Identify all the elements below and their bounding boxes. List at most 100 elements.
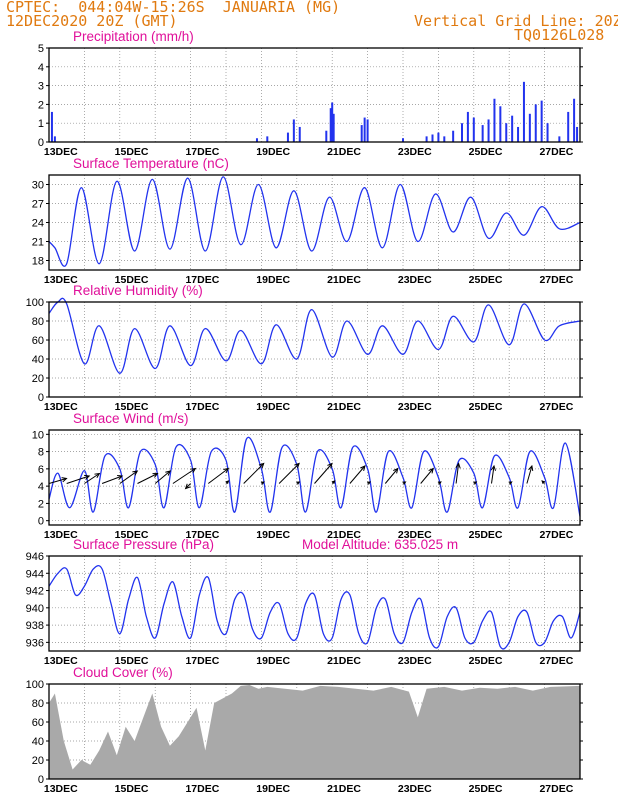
y-tick-label: 60 [32,335,44,347]
precip-bar [573,98,576,142]
x-tick-label: 23DEC [398,146,432,158]
panel-title-temp: Surface Temperature (nC) [73,156,229,171]
x-tick-label: 27DEC [539,655,573,667]
x-tick-label: 15DEC [115,274,149,286]
wind-arrow [101,475,123,484]
x-tick-label: 17DEC [185,529,219,541]
panel-frame [48,301,581,398]
x-tick-label: 17DEC [185,783,219,795]
wind-arrow [278,463,300,484]
y-tick-label: 6 [38,464,44,476]
x-tick-label: 23DEC [398,783,432,795]
x-tick-label: 21DEC [327,783,361,795]
y-tick-label: 936 [26,637,44,649]
x-tick-label: 21DEC [327,146,361,158]
precip-bar [505,123,508,142]
x-tick-label: 25DEC [469,529,503,541]
x-tick-label: 13DEC [44,146,78,158]
wind-arrowhead [393,467,399,474]
wind-arrow [66,475,90,484]
wind-arrowhead [117,475,124,480]
wind-arrow [314,463,333,484]
precip-bar [443,136,446,142]
x-tick-label: 21DEC [327,274,361,286]
panel-title-precip: Precipitation (mm/h) [73,29,194,44]
wind-arrowhead [296,481,301,485]
y-tick-label: 21 [32,237,44,249]
x-tick-label: 15DEC [115,783,149,795]
x-tick-label: 19DEC [256,401,290,413]
wind-arrowhead [437,481,442,485]
panel-frame [48,555,581,652]
precip-bar [567,111,570,142]
y-tick-label: 4 [38,481,44,493]
y-tick-label: 20 [32,755,44,767]
y-tick-label: 1 [38,118,44,130]
x-tick-label: 21DEC [327,529,361,541]
y-tick-label: 2 [38,498,44,510]
precip-bar [329,108,332,142]
y-tick-label: 80 [32,316,44,328]
precip-bar [332,113,335,142]
wind-arrowhead [225,480,230,484]
x-tick-label: 19DEC [256,783,290,795]
panel-rh: 0 20 40 60 80 100 13DEC 15DEC 17DEC 19DEC 21DEC 23D… [26,283,583,413]
x-tick-label: 19DEC [256,146,290,158]
wind-arrowhead [402,481,407,485]
panel-frame [48,683,581,780]
precip-bar [461,123,463,142]
x-tick-label: 23DEC [398,655,432,667]
x-tick-label: 19DEC [256,655,290,667]
panel-temp: 18 21 24 27 30 13DEC 15DEC 17DEC 19DEC 21DEC 23DEC… [32,156,583,286]
wind-arrowhead [84,474,91,480]
panel-pres: 936 938 940 942 944 946 13DEC 15DEC 17DEC 19DEC 21… [26,537,583,667]
wind-arrow [84,473,100,484]
precip-bar [363,117,366,142]
wind-arrowhead [331,480,336,484]
panel-cloud: 0 20 40 60 80 100 13DEC 15DEC 17DEC 19DEC 21DEC 23D… [26,665,583,795]
y-tick-label: 30 [32,180,44,192]
panel-frame [48,174,581,271]
precip-bar [266,136,269,142]
precip-bar [487,119,490,142]
x-tick-label: 13DEC [44,274,78,286]
y-tick-label: 944 [26,568,44,580]
y-tick-label: 80 [32,698,44,710]
wind-arrow [455,463,460,484]
x-tick-label: 27DEC [539,529,573,541]
precip-bar [481,125,484,142]
y-tick-label: 938 [26,620,44,632]
wind-arrow [491,465,495,484]
wind-arrow [185,483,191,489]
panel-title-rh: Relative Humidity (%) [73,283,203,298]
wind-arrow [243,463,265,484]
precip-bar [522,81,525,142]
wind-arrowhead [223,467,230,474]
header-grid-note: Vertical Grid Line: 20Z [414,12,618,30]
x-tick-label: 19DEC [256,529,290,541]
x-tick-label: 25DEC [469,274,503,286]
y-tick-label: 40 [32,354,44,366]
header-model-id: TQ0126L028 [514,26,605,44]
x-tick-label: 27DEC [539,783,573,795]
y-tick-label: 18 [32,256,44,268]
y-tick-label: 2 [38,99,44,111]
x-tick-label: 17DEC [185,146,219,158]
y-tick-label: 60 [32,717,44,729]
wind-arrowhead [473,481,478,485]
x-tick-label: 13DEC [44,401,78,413]
precip-bar [540,100,543,142]
precip-bar [437,132,440,142]
precip-bar [298,126,301,142]
precip-bar [431,134,434,142]
panel-wind: 0 2 4 6 8 10 13DEC 15DEC 17DEC 19DEC 21DEC 23DEC 25D… [32,411,583,541]
wind-arrowhead [541,480,546,484]
wind-arrowhead [61,477,68,483]
wind-arrowhead [190,467,197,474]
precip-bar [528,113,531,142]
panel-title-wind: Surface Wind (m/s) [73,411,189,426]
x-tick-label: 23DEC [398,401,432,413]
y-tick-label: 0 [38,516,44,528]
y-tick-label: 0 [38,774,44,786]
panel-title-pres: Surface Pressure (hPa) [73,537,214,552]
